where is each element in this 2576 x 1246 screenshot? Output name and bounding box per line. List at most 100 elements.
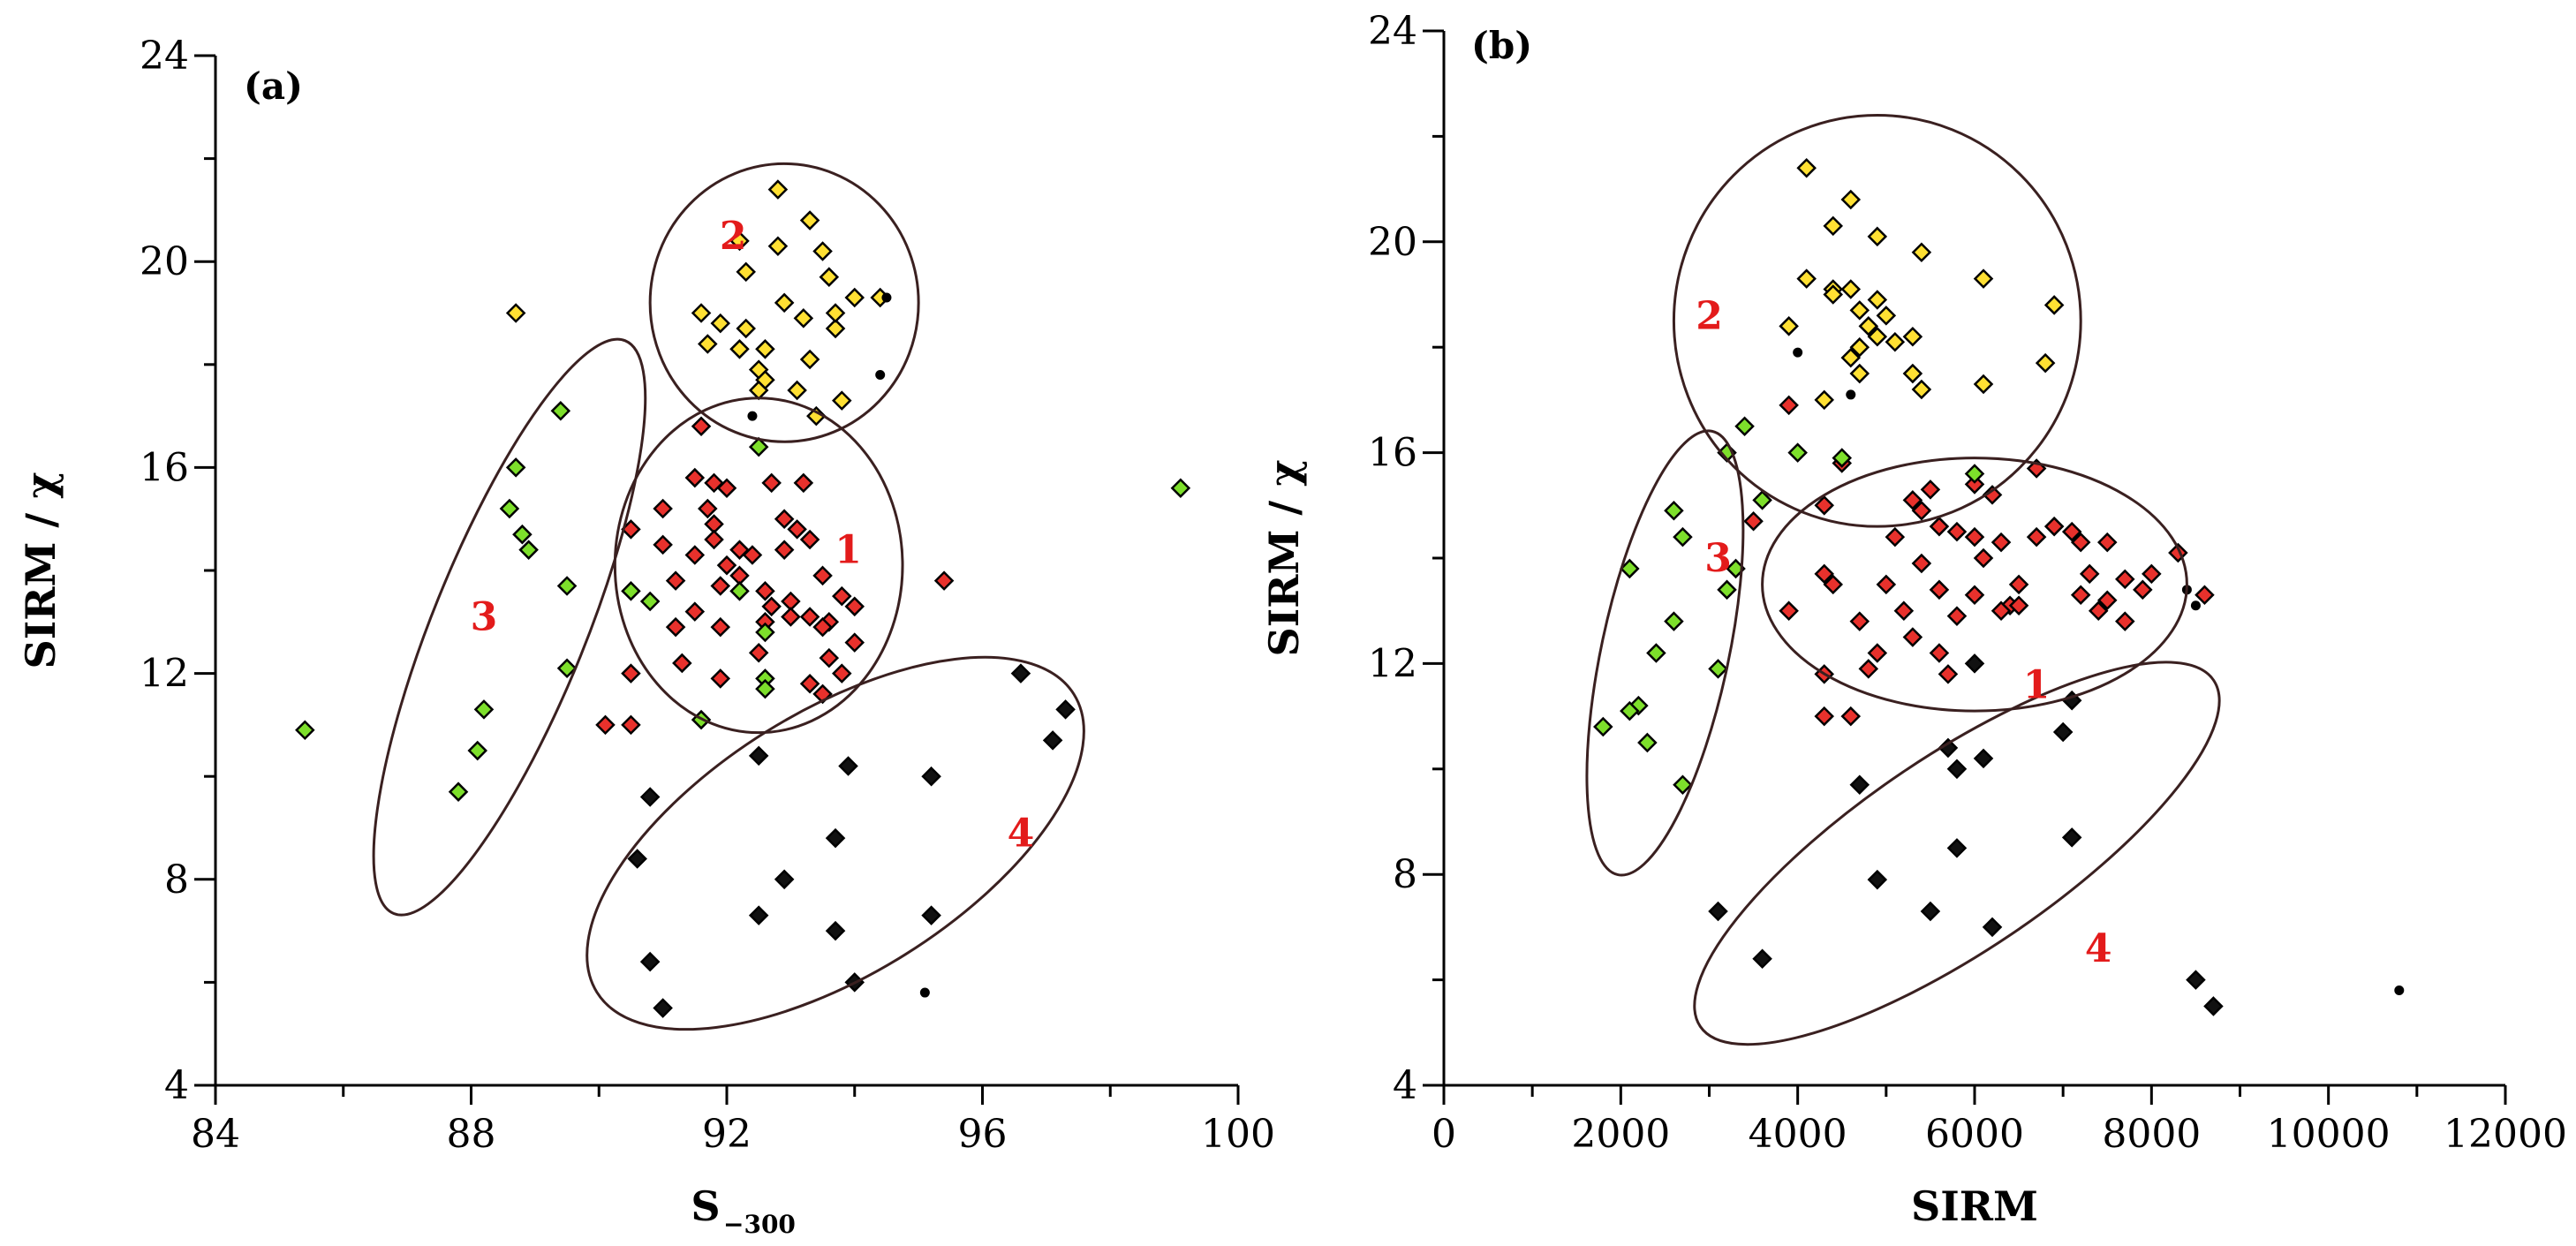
cluster-2-point (1867, 226, 1888, 247)
cluster-3-point (639, 591, 661, 612)
cluster-4-point (921, 905, 941, 925)
cluster-1-point (1991, 600, 2012, 621)
cluster-2-point (799, 210, 820, 230)
cluster-1-point (2008, 574, 2029, 595)
y-tick-label: 8 (164, 857, 189, 902)
cluster-ellipse (1585, 429, 1745, 877)
cluster-1-point (684, 467, 706, 488)
cluster-1-point (1840, 706, 1862, 727)
cluster-label-4: 4 (2085, 926, 2112, 971)
cluster-2-point (505, 303, 526, 323)
small-dot-point (881, 292, 892, 303)
cluster-1-point (2115, 611, 2135, 631)
cluster-2-point (844, 287, 865, 308)
cluster-2-point (1779, 316, 1799, 336)
y-tick-label: 16 (140, 445, 189, 490)
cluster-2-point (812, 241, 833, 261)
cluster-2-point (729, 339, 750, 359)
small-dot-point (1846, 389, 1856, 400)
cluster-2-point (1911, 242, 1932, 263)
cluster-2-point (1973, 268, 1994, 289)
cluster-1-point (1814, 563, 1834, 585)
cluster-2-point (1902, 363, 1923, 384)
cluster-1-point (812, 683, 833, 705)
cluster-4-point (1867, 869, 1888, 890)
cluster-3-point (1964, 464, 1985, 484)
cluster-2-point (2043, 295, 2065, 315)
cluster-2-point (1796, 157, 1817, 178)
small-dot-point (2394, 985, 2405, 996)
cluster-3-point (1787, 442, 1808, 463)
cluster-4-point (825, 920, 846, 941)
cluster-3-point (1664, 501, 1684, 521)
cluster-4-point (2203, 996, 2224, 1016)
cluster-3-point (550, 401, 571, 421)
cluster-3-point (1752, 490, 1772, 510)
cluster-1-point (1964, 585, 1985, 606)
cluster-4-point (825, 827, 846, 849)
cluster-2-point (1849, 336, 1870, 358)
panel-label: (a) (244, 64, 303, 108)
y-axis-title: SIRM / χ (1260, 460, 1308, 657)
cluster-1-point (1920, 480, 1941, 500)
cluster-1-point (1946, 521, 1968, 542)
y-tick-label: 20 (1368, 220, 1417, 265)
cluster-1-point (684, 545, 706, 565)
cluster-label-3: 3 (1704, 536, 1732, 581)
cluster-ellipse (1693, 661, 2221, 1046)
cluster-1-point (2133, 579, 2153, 600)
cluster-3-point (473, 699, 495, 720)
x-tick-label: 8000 (2102, 1112, 2201, 1157)
cluster-1-point (1823, 574, 1843, 595)
x-tick-label: 88 (447, 1112, 496, 1157)
cluster-2-point (1840, 347, 1862, 368)
cluster-1-point (1911, 553, 1932, 574)
cluster-1-point (1885, 526, 1906, 547)
x-axis-title: S (691, 1182, 720, 1230)
cluster-2-point (819, 267, 840, 287)
cluster-4-point (2186, 970, 2206, 990)
cluster-4-point (639, 951, 661, 972)
cluster-2-point (1902, 326, 1923, 347)
cluster-3-point (1832, 448, 1853, 468)
cluster-1-point (793, 472, 814, 494)
cluster-1-point (799, 673, 820, 694)
cluster-1-point (819, 647, 840, 668)
cluster-1-point (799, 529, 820, 550)
cluster-4-point (921, 766, 941, 787)
cluster-4-point (748, 745, 769, 766)
small-dot-point (1793, 347, 1803, 358)
cluster-2-point (832, 390, 852, 411)
cluster-1-point (2079, 563, 2100, 585)
cluster-1-point (787, 519, 807, 540)
cluster-3-point (556, 658, 578, 679)
cluster-ellipse (585, 655, 1085, 1031)
cluster-4-point (1849, 774, 1870, 795)
cluster-1-point (933, 570, 955, 591)
cluster-2-point (787, 380, 807, 401)
cluster-1-point (774, 509, 795, 529)
y-tick-label: 16 (1368, 431, 1417, 476)
cluster-1-point (710, 668, 731, 689)
cluster-2-point (1867, 326, 1888, 347)
cluster-3-point (621, 581, 641, 601)
cluster-2-point (691, 303, 712, 323)
cluster-3-point (1620, 558, 1640, 579)
cluster-4-point (1946, 838, 1968, 858)
cluster-2-point (825, 318, 846, 339)
y-tick-label: 24 (1368, 9, 1417, 54)
cluster-1-point (2096, 590, 2118, 611)
cluster-label-3: 3 (471, 594, 498, 639)
cluster-2-point (1876, 306, 1897, 326)
cluster-4-point (1946, 759, 1968, 780)
cluster-2-point (825, 303, 846, 323)
cluster-1-point (2195, 585, 2215, 606)
cluster-1-point (2115, 569, 2135, 590)
cluster-3-point (1708, 659, 1728, 679)
cluster-1-point (781, 607, 801, 627)
cluster-1-point (761, 472, 782, 494)
cluster-ellipse (648, 162, 920, 443)
cluster-1-point (2070, 585, 2091, 606)
cluster-3-point (295, 720, 315, 740)
